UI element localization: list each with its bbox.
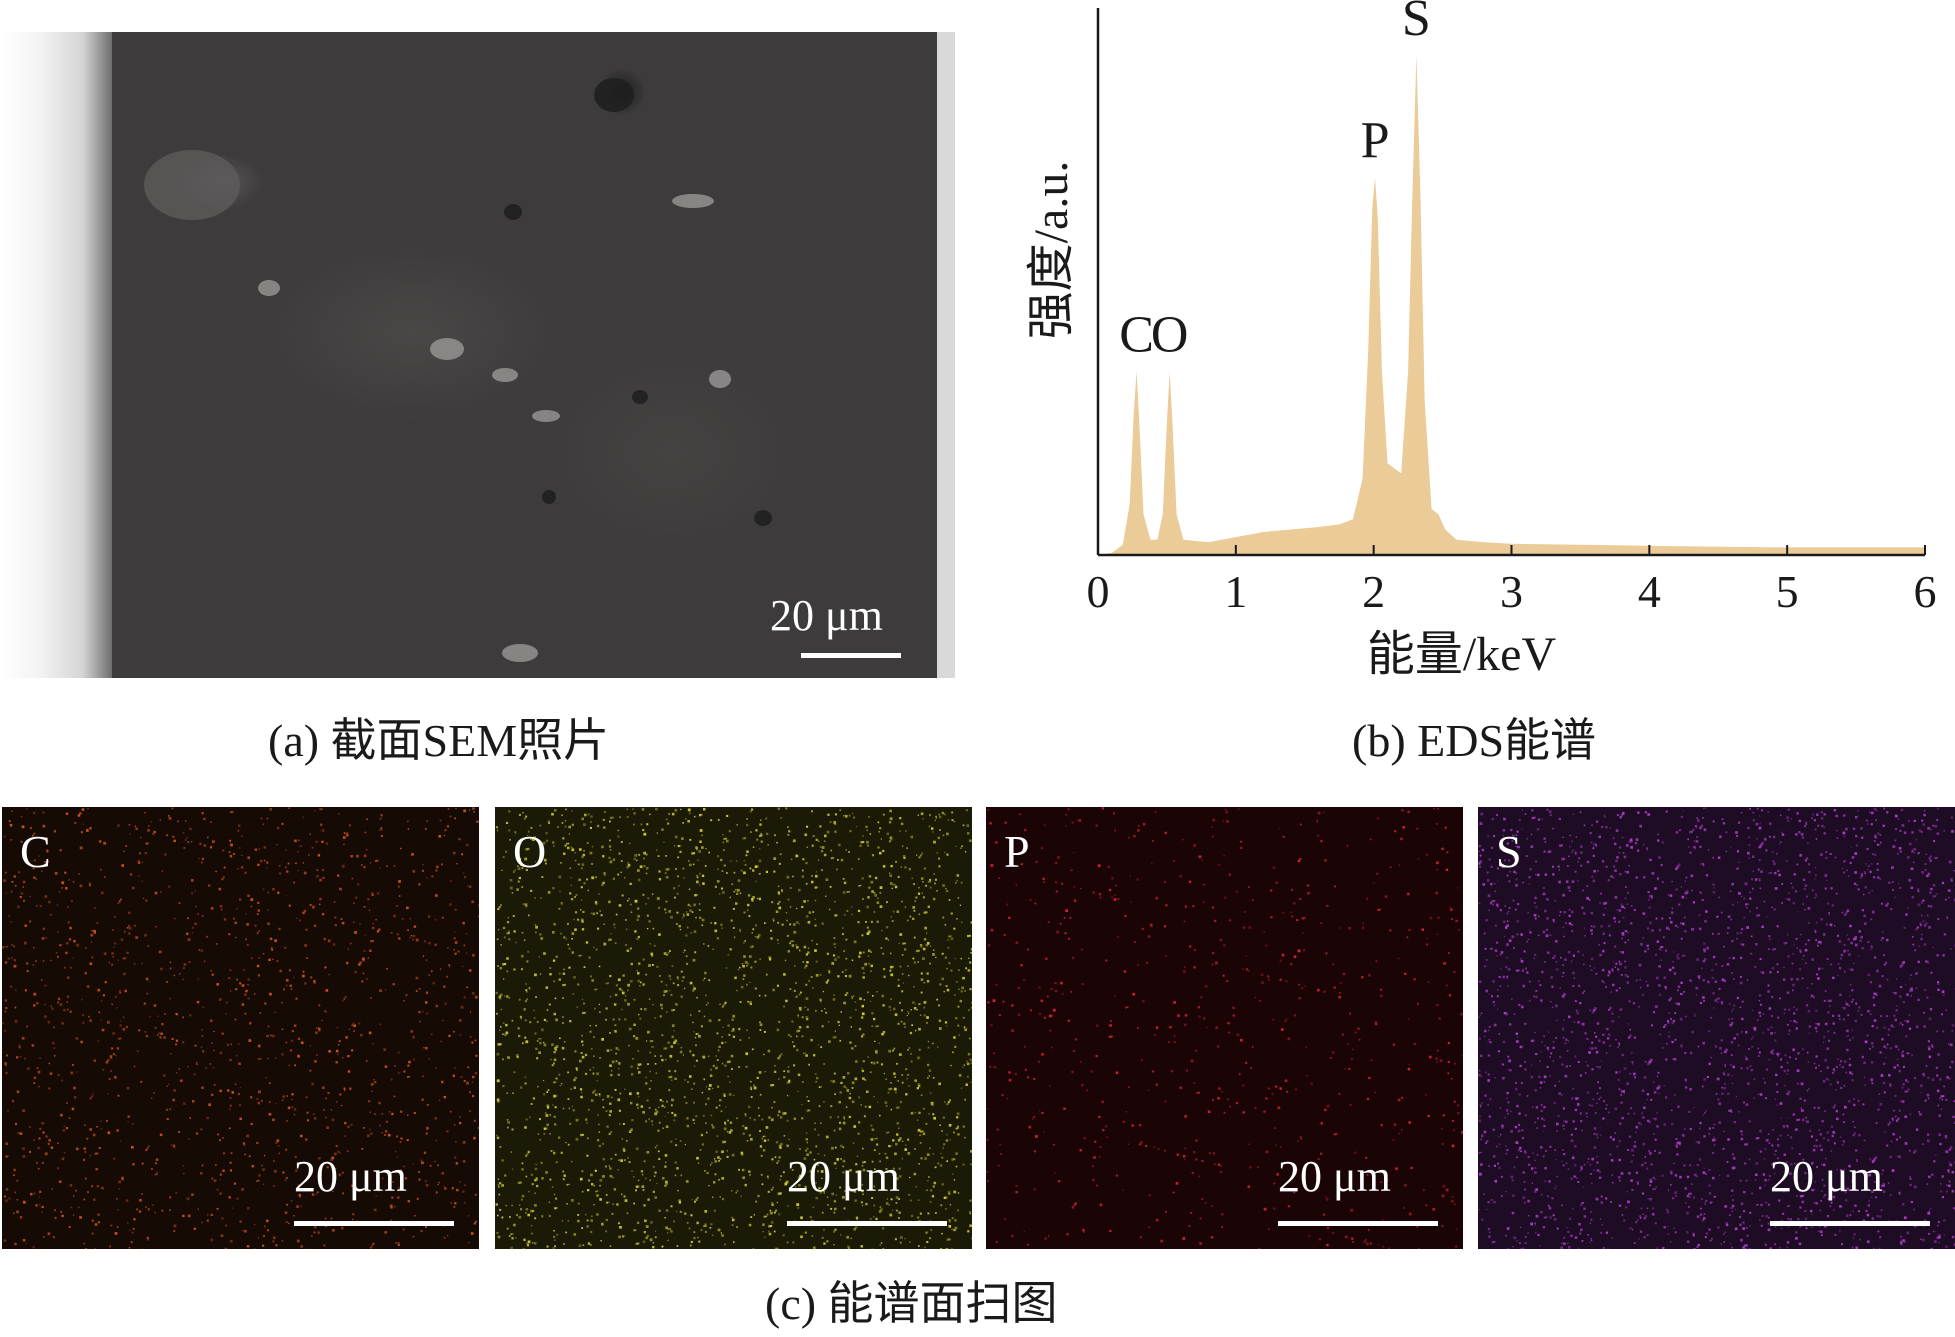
eds-spectrum-chart: 0 1 2 3 4 5 6 能量/keV 强度/a.u. CO P S [1025,0,1937,680]
map-scale-bar [787,1221,947,1226]
x-tick-label: 5 [1776,566,1799,617]
x-tick-label: 6 [1914,566,1937,617]
y-axis-label: 强度/a.u. [1025,161,1078,340]
sem-particle [672,194,714,208]
peak-label-p: P [1361,113,1390,170]
sem-pore [754,510,772,526]
sem-cross-section-image: 20 μm [0,32,955,678]
caption-panel-a: (a) 截面SEM照片 [268,715,610,766]
map-scale-bar [1278,1221,1438,1226]
x-tick-label: 3 [1500,566,1523,617]
map-element-label: O [513,826,547,877]
x-tick-label: 4 [1638,566,1661,617]
eds-map-p: P 20 μm [986,807,1463,1249]
map-element-label: S [1496,826,1522,877]
eds-map-dots [495,807,972,1249]
sem-pore [504,204,522,220]
eds-map-o: O 20 μm [495,807,972,1249]
map-element-label: P [1004,826,1030,877]
sem-bright-edge [0,32,118,678]
sem-particle [502,644,538,662]
eds-map-c: C 20 μm [2,807,479,1249]
sem-pore [542,490,556,504]
caption-panel-c: (c) 能谱面扫图 [765,1278,1058,1329]
eds-map-dots [1478,807,1955,1249]
sem-scale-bar [801,653,901,658]
spectrum-area [1098,55,1925,555]
peak-label-s: S [1402,0,1431,47]
peak-label-c: C [1119,306,1154,363]
map-scale-label: 20 μm [1278,1152,1391,1201]
eds-map-s: S 20 μm [1478,807,1955,1249]
sem-pore [594,78,634,112]
map-scale-label: 20 μm [294,1152,407,1201]
sem-pore [632,390,648,404]
sem-sample-surface [112,32,937,678]
sem-particle [144,150,240,220]
sem-particle [532,410,560,422]
x-tick-label: 2 [1362,566,1385,617]
sem-particle [430,338,464,360]
sem-scale-label: 20 μm [770,591,883,640]
sem-right-border [937,32,955,678]
x-tick-label: 0 [1087,566,1110,617]
peak-label-o: O [1151,306,1189,363]
x-tick-label: 1 [1224,566,1247,617]
map-element-label: C [20,826,51,877]
sem-particle [709,370,731,388]
map-scale-label: 20 μm [1770,1152,1883,1201]
eds-map-dots [986,807,1463,1249]
caption-panel-b: (b) EDS能谱 [1352,715,1597,766]
sem-particle [492,368,518,382]
eds-map-dots [2,807,479,1249]
map-scale-bar [1770,1221,1930,1226]
sem-particle [258,280,280,296]
map-scale-label: 20 μm [787,1152,900,1201]
map-scale-bar [294,1221,454,1226]
x-axis-label: 能量/keV [1367,628,1557,680]
